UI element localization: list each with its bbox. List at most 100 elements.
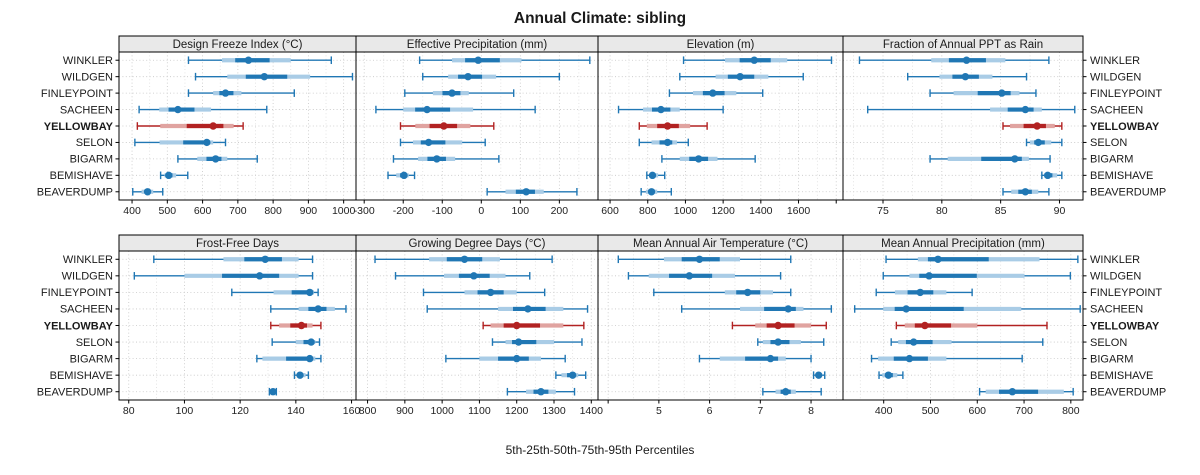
x-tick-label: 8 xyxy=(808,405,814,417)
series-sacheen xyxy=(270,305,347,313)
series-bemishave xyxy=(293,371,310,379)
panel-title: Frost-Free Days xyxy=(196,238,279,250)
station-label-left: SELON xyxy=(76,337,113,349)
series-bemishave xyxy=(159,171,189,180)
median-dot xyxy=(143,188,152,196)
series-selon xyxy=(491,338,583,346)
x-tick-label: 7 xyxy=(757,405,763,417)
series-bemishave xyxy=(878,371,904,379)
station-label-left: FINLEYPOINT xyxy=(41,88,113,100)
series-bigarm xyxy=(392,155,500,163)
station-label-left: SELON xyxy=(76,137,113,149)
median-dot xyxy=(694,155,703,163)
x-tick-label: -100 xyxy=(432,205,453,217)
series-yellowbay xyxy=(482,321,585,330)
series-finleypoint xyxy=(404,89,515,97)
station-label-right: SELON xyxy=(1090,137,1127,149)
series-bigarm xyxy=(929,155,1051,163)
x-tick-label: 600 xyxy=(969,405,987,417)
median-dot xyxy=(203,138,211,147)
median-dot xyxy=(663,122,672,130)
x-tick-label: 0 xyxy=(478,205,484,217)
median-dot xyxy=(307,338,315,346)
series-beaverdump xyxy=(132,187,164,196)
panel-mean-annual-precipitation-mm: Mean Annual Precipitation (mm) 400 500 600 7… xyxy=(842,234,1087,417)
station-label-right: WINKLER xyxy=(1090,55,1140,67)
median-dot xyxy=(306,354,314,363)
series-wildgen xyxy=(133,272,314,280)
series-yellowbay xyxy=(731,321,827,330)
series-bemishave xyxy=(555,371,587,379)
x-tick-label: 85 xyxy=(995,205,1007,217)
series-bigarm xyxy=(177,155,258,163)
median-dot xyxy=(221,89,230,97)
x-tick-label: 1300 xyxy=(542,405,566,417)
panel-effective-precipitation-mm: Effective Precipitation (mm) -300 -200 -100… xyxy=(354,35,599,217)
x-tick-label: 120 xyxy=(231,405,249,417)
x-tick-label: 1400 xyxy=(749,205,773,217)
x-tick-label: 800 xyxy=(1062,405,1080,417)
median-dot xyxy=(424,138,433,147)
x-tick-label: 600 xyxy=(601,205,619,217)
panel-header xyxy=(842,35,1084,53)
x-tick-label: 700 xyxy=(1015,405,1033,417)
series-beaverdump xyxy=(640,187,673,196)
median-dot xyxy=(925,272,933,280)
median-dot xyxy=(905,354,914,363)
station-label-right: YELLOWBAY xyxy=(1090,121,1160,133)
panel-title: Elevation (m) xyxy=(687,39,755,51)
median-dot xyxy=(296,371,304,379)
station-label-right: FINLEYPOINT xyxy=(1090,287,1162,299)
median-dot xyxy=(470,272,478,280)
panel-title: Effective Precipitation (mm) xyxy=(407,39,548,51)
series-beaverdump xyxy=(978,387,1074,396)
panel-growing-degree-days-c: Growing Degree Days (°C) 800 900 1000 1100 12… xyxy=(355,234,604,417)
median-dot xyxy=(568,371,577,379)
series-beaverdump xyxy=(1002,187,1050,196)
median-dot xyxy=(961,72,970,81)
median-dot xyxy=(306,288,314,297)
series-finleypoint xyxy=(187,89,295,97)
median-dot xyxy=(1008,388,1017,396)
station-label-left: WILDGEN xyxy=(62,271,113,283)
series-bemishave xyxy=(812,371,826,379)
x-tick-label: 80 xyxy=(936,205,948,217)
panel-title: Mean Annual Air Temperature (°C) xyxy=(633,238,808,250)
median-dot xyxy=(209,122,217,130)
median-dot xyxy=(513,321,521,330)
x-tick-label: 1600 xyxy=(787,205,811,217)
station-label-left: BIGARM xyxy=(70,353,113,365)
median-dot xyxy=(460,255,469,263)
station-label-right: BEAVERDUMP xyxy=(1090,187,1166,199)
x-tick-label: 1400 xyxy=(580,405,604,417)
station-label-right: BEMISHAVE xyxy=(1090,170,1153,182)
median-dot xyxy=(448,89,456,97)
station-label-left: BEAVERDUMP xyxy=(37,187,113,199)
median-dot xyxy=(685,272,694,280)
series-winkler xyxy=(418,56,591,65)
median-dot xyxy=(1021,188,1030,196)
station-label-left: YELLOWBAY xyxy=(44,121,114,133)
series-sacheen xyxy=(680,305,833,313)
x-tick-label: 900 xyxy=(300,205,318,217)
median-dot xyxy=(514,338,523,346)
series-wildgen xyxy=(882,272,1072,280)
series-winkler xyxy=(617,255,792,264)
series-sacheen xyxy=(867,105,1076,114)
median-dot xyxy=(1034,138,1042,147)
series-selon xyxy=(399,138,486,147)
series-sacheen xyxy=(617,105,724,114)
median-dot xyxy=(1044,171,1052,180)
panel-title: Growing Degree Days (°C) xyxy=(409,238,546,250)
x-tick-label: 600 xyxy=(194,205,212,217)
series-bemishave xyxy=(646,171,666,180)
median-dot xyxy=(314,305,322,313)
median-dot xyxy=(537,388,545,396)
median-dot xyxy=(255,272,264,280)
x-tick-label: 160 xyxy=(343,405,361,417)
median-dot xyxy=(784,305,792,313)
station-label-left: BEMISHAVE xyxy=(50,370,113,382)
panel-title: Mean Annual Precipitation (mm) xyxy=(881,238,1045,250)
median-dot xyxy=(440,122,448,130)
